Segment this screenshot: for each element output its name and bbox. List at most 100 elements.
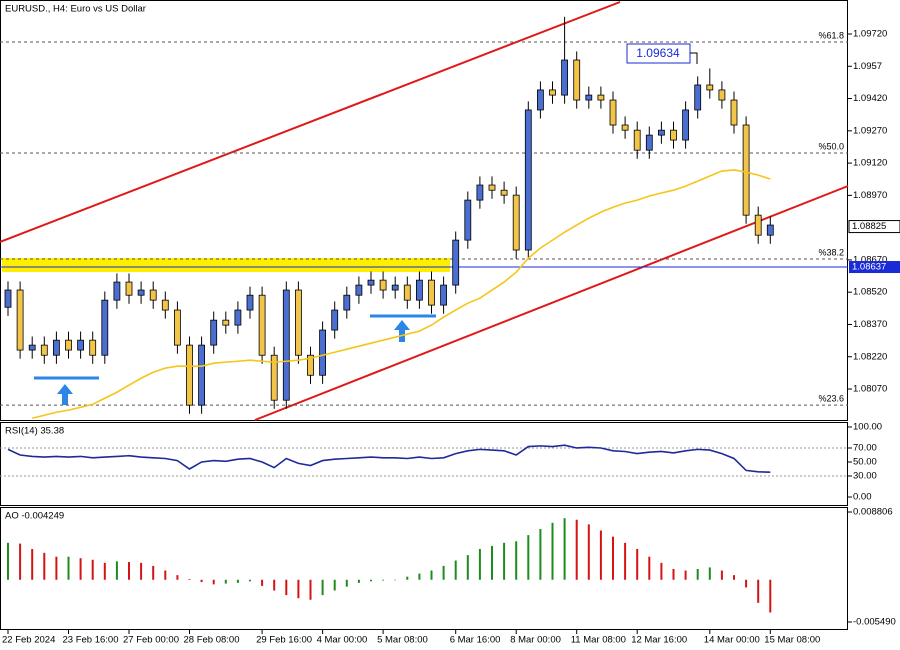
ao-panel-frame <box>0 507 848 630</box>
candle-body <box>113 281 121 301</box>
candle-body <box>585 94 593 101</box>
candle-body <box>137 289 145 296</box>
ao-bar <box>539 528 542 580</box>
rsi-title: RSI(14) 35.38 <box>5 426 64 437</box>
candle-body <box>609 99 617 126</box>
candle-body <box>210 319 218 346</box>
candle-body <box>682 109 689 141</box>
rsi-line <box>7 444 771 474</box>
x-tick-label: 4 Mar 00:00 <box>317 635 368 646</box>
horizontal-line-label: 1.08637 <box>852 262 886 273</box>
ao-bar <box>745 579 748 588</box>
candle-body <box>343 294 351 311</box>
up-arrow <box>57 384 73 405</box>
y-tick-label: 1.08970 <box>853 190 887 201</box>
fib-level-label: %23.6 <box>818 394 844 404</box>
candle-body <box>440 284 448 306</box>
y-tick-label: 1.08220 <box>853 351 887 362</box>
candle-body <box>488 184 496 191</box>
x-tick-label: 15 Mar 08:00 <box>764 635 820 646</box>
candle-body <box>464 199 472 241</box>
x-tick-label: 23 Feb 16:00 <box>63 635 119 646</box>
y-tick-label: 1.08520 <box>853 287 887 298</box>
fib-level-label: %38.2 <box>818 247 844 257</box>
ao-bar <box>103 562 106 580</box>
support-zone <box>2 258 450 272</box>
candle-body <box>173 309 181 346</box>
ao-bar <box>297 579 300 599</box>
candle-body <box>270 354 278 401</box>
candle-body <box>161 299 169 311</box>
ao-bar <box>382 579 385 581</box>
ao-bar <box>128 562 130 580</box>
y-tick-label: 50.00 <box>853 457 877 468</box>
candle-body <box>512 194 520 251</box>
y-tick-label: 1.09720 <box>853 29 887 40</box>
candle-body <box>658 129 665 136</box>
ao-bar <box>733 575 735 580</box>
candle-body <box>754 214 762 236</box>
candle-body <box>500 189 508 196</box>
ao-bar <box>273 579 276 591</box>
ao-bar <box>224 579 227 584</box>
candle-body <box>621 124 629 131</box>
ao-bar <box>769 579 772 613</box>
candle-body <box>198 344 206 406</box>
ao-bar <box>442 565 445 580</box>
y-tick-label: 1.08670 <box>853 254 887 265</box>
candle-body <box>597 94 605 101</box>
ao-bar <box>575 519 578 580</box>
x-tick-label: 14 Mar 00:00 <box>704 635 760 646</box>
y-tick-label: 1.08370 <box>853 319 887 330</box>
ao-bar <box>188 578 191 580</box>
ao-bar <box>357 579 360 583</box>
ao-bar <box>67 556 70 580</box>
bid-tag <box>848 220 900 234</box>
candle-body <box>742 124 750 216</box>
ao-bar <box>720 570 723 580</box>
ao-bar <box>563 518 566 580</box>
ao-bar <box>599 530 602 580</box>
moving-average <box>32 169 771 420</box>
ao-bar <box>612 536 614 580</box>
ao-bar <box>491 545 493 580</box>
ao-bar <box>164 570 167 580</box>
candle-body <box>149 289 157 301</box>
candle-body <box>355 284 363 296</box>
candle-body <box>633 129 641 151</box>
ao-bar <box>115 561 118 580</box>
ao-bar <box>503 542 506 580</box>
fib-level-label: %61.8 <box>818 30 844 40</box>
x-tick-label: 6 Mar 16:00 <box>450 635 501 646</box>
ao-bar <box>91 559 94 580</box>
candle-body <box>319 329 327 376</box>
candle-body <box>379 279 387 291</box>
y-tick-label: 1.09270 <box>853 125 887 136</box>
ao-bar <box>31 548 34 580</box>
ao-bar <box>55 556 58 580</box>
candle-body <box>234 309 242 326</box>
candle-body <box>561 59 568 96</box>
candle-body <box>452 239 460 286</box>
candle-body <box>537 89 544 111</box>
ao-bar <box>19 543 22 580</box>
ao-bar <box>406 576 409 580</box>
candle-body <box>391 284 399 291</box>
horizontal-line-tag <box>849 261 900 274</box>
y-tick-label: 0.00 <box>853 492 872 503</box>
candle-body <box>246 294 254 311</box>
up-arrow <box>394 320 410 342</box>
y-tick-label: 70.00 <box>853 443 877 454</box>
y-tick-label: 1.09120 <box>853 158 887 169</box>
ao-bar <box>321 579 324 596</box>
ao-bar <box>261 579 264 586</box>
x-tick-label: 8 Mar 00:00 <box>510 635 561 646</box>
ao-bar <box>454 560 457 580</box>
x-tick-label: 27 Feb 00:00 <box>123 635 179 646</box>
ao-bar <box>394 579 397 581</box>
candle-body <box>307 354 314 376</box>
y-tick-label: 1.08070 <box>853 384 887 395</box>
ao-bar <box>285 579 288 596</box>
